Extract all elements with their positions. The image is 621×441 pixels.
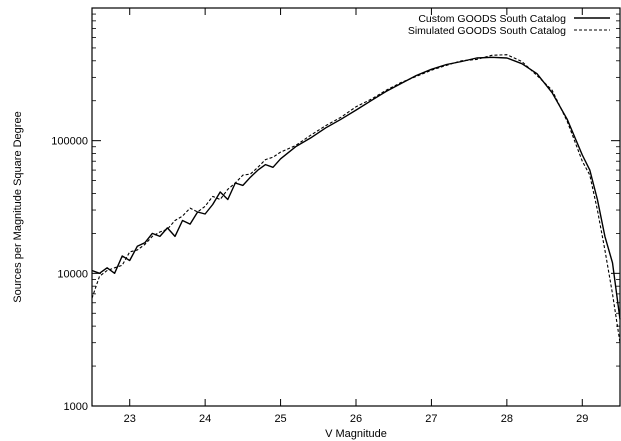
plot-frame (91, 7, 621, 407)
x-tick-label: 29 (576, 413, 588, 425)
y-axis-label: Sources per Magnitude Square Degree (12, 111, 24, 302)
x-axis-ticks: 23 24 25 26 27 28 29 (124, 8, 588, 425)
y-axis-ticks: 1000 10000 100000 (51, 13, 620, 413)
x-tick-label: 24 (199, 413, 211, 425)
series-line-2 (91, 54, 621, 343)
y-tick-label: 10000 (57, 268, 88, 280)
series-group (91, 54, 621, 343)
x-tick-label: 26 (350, 413, 362, 425)
x-tick-label: 23 (124, 413, 136, 425)
x-tick-label: 28 (501, 413, 513, 425)
series-line-1 (91, 56, 621, 320)
legend-label: Custom GOODS South Catalog (418, 13, 566, 25)
x-tick-label: 25 (274, 413, 286, 425)
y-tick-label: 1000 (64, 401, 88, 413)
y-tick-label: 100000 (51, 136, 88, 148)
legend-label: Simulated GOODS South Catalog (408, 25, 566, 37)
x-tick-label: 27 (425, 413, 437, 425)
x-axis-label: V Magnitude (325, 428, 387, 440)
